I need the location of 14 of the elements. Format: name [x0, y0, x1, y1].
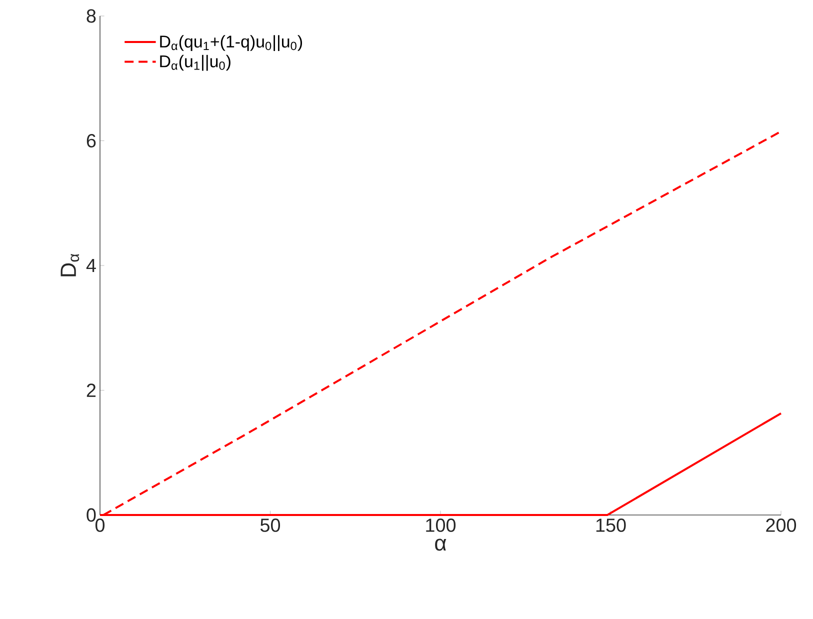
y-tick-label: 2	[86, 384, 96, 397]
y-tick-label: 8	[86, 9, 96, 23]
x-axis-title: α	[435, 538, 446, 551]
legend-label: D$_{α}$(u$_{1}$||u$_{0}$)	[160, 54, 230, 71]
x-tick-label: 200	[766, 518, 796, 532]
y-tick-label: 6	[86, 134, 96, 148]
y-tick-label: 0	[86, 508, 96, 522]
text: D$_{α}$(qu$_{1}$+(1-q)u$_{0}$||u$_{0}$)	[160, 35, 302, 52]
x-tick-label: 100	[426, 518, 456, 532]
y-axis-title: D$_{α}$	[60, 254, 80, 276]
x-tick-label: 0	[95, 518, 105, 532]
x-tick-label: 150	[596, 518, 626, 532]
y-tick-label: 4	[86, 258, 96, 272]
x-tick-label: 50	[260, 518, 280, 532]
